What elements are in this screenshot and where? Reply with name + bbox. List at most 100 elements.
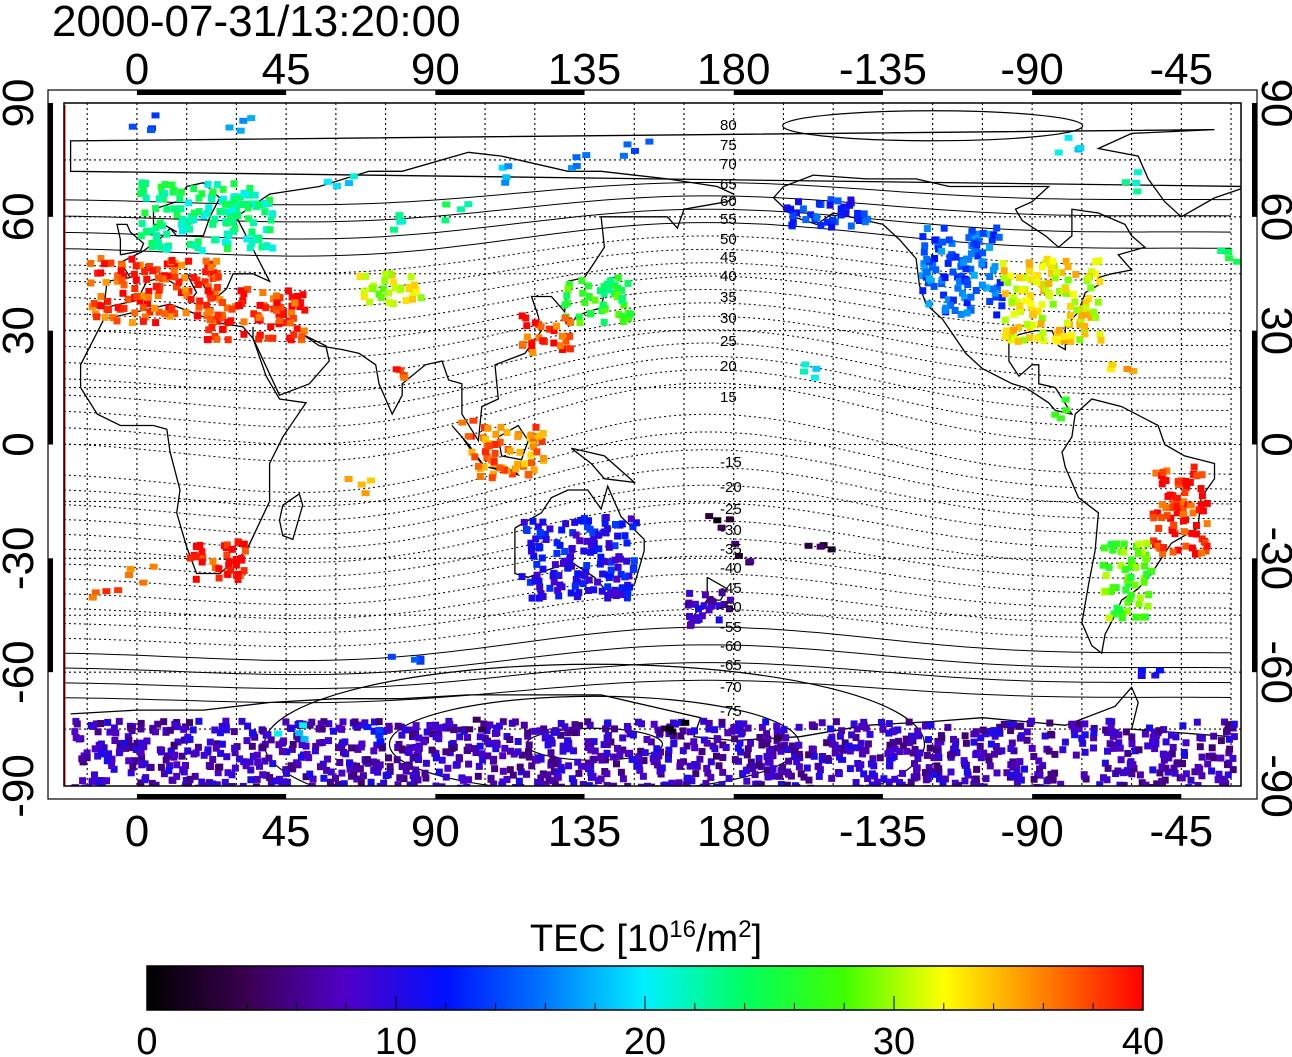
tec-cell [236,755,244,763]
tec-cell [360,288,368,296]
tec-cell [1180,748,1188,756]
tec-cell [1038,263,1046,271]
tec-cell [993,311,1001,319]
tec-cell [1113,540,1121,548]
tec-cell [846,765,854,773]
tec-cell [564,563,572,571]
tec-cell [240,330,248,338]
tec-cell [623,594,631,602]
tec-cell [1197,501,1205,508]
tec-cell [601,558,609,566]
tec-cell [1169,548,1177,556]
tec-cell [885,761,893,769]
tec-cell [247,776,255,784]
tec-cell [611,725,618,733]
tec-cell [1051,274,1059,282]
tec-cell [514,433,522,440]
tec-cell [485,442,493,450]
tec-cell [168,181,176,189]
tec-cell [500,466,508,474]
tec-cell [211,726,219,734]
tec-cell [647,738,655,746]
tec-cell [512,784,520,786]
tec-cell [809,746,817,754]
tec-cell [414,776,422,784]
tec-cell [539,518,547,526]
tec-cell [742,767,750,775]
tec-cell [513,460,521,468]
tec-cell [102,278,110,286]
tec-cell [1013,762,1021,770]
tec-cell [125,757,133,765]
tec-cell [112,729,120,737]
tec-cell [125,572,133,578]
tec-cell [375,732,384,739]
tec-cell [1000,721,1008,728]
tec-cell [587,746,595,754]
tec-cell [1090,744,1097,752]
tec-cell [799,205,807,213]
lat-label-right: 30 [1252,306,1292,355]
tec-cell [1027,299,1035,307]
lon-label-bottom: 0 [125,807,149,856]
tec-cell [147,763,155,771]
tec-cell [628,755,636,763]
tec-cell [499,718,507,726]
tec-cell [559,346,566,353]
tec-cell [950,735,957,743]
tec-cell [951,743,959,751]
dip-label: -15 [720,454,742,471]
tec-cell [213,335,221,343]
tec-cell [410,778,418,786]
tec-cell [942,304,950,312]
tec-cell [546,325,553,333]
tec-cell [1117,610,1125,618]
tec-cell [553,549,561,557]
tec-cell [813,214,821,221]
tec-cell [455,754,463,762]
tec-cell [551,561,559,569]
tec-cell [610,782,618,786]
tec-cell [168,776,176,784]
tec-cell [532,319,539,327]
tec-cell [107,259,115,267]
tec-cell [807,211,815,219]
tec-cell [1159,476,1167,484]
tec-cell [1076,145,1085,151]
tec-cell [1198,734,1206,742]
tec-cell [1127,591,1135,599]
tec-cell [990,231,998,239]
tec-cell [827,196,835,204]
tec-cell [198,548,206,556]
tec-cell [1198,471,1206,479]
tec-cell [113,277,121,285]
tec-cell [613,575,621,583]
tec-cell [137,232,145,240]
tec-cell [236,193,244,201]
tec-cell [412,286,420,294]
tec-cell [1001,333,1009,341]
tec-cell [596,560,604,568]
tec-cell [420,738,428,746]
tec-cell [544,771,552,779]
tec-cell [659,785,667,786]
tec-cell [1127,573,1135,581]
tec-cell [600,305,608,313]
tec-cell [1137,673,1146,679]
tec-cell [896,748,904,755]
tec-cell [828,223,836,231]
tec-cell [209,269,217,277]
tec-cell [1049,257,1056,265]
tec-cell [1127,556,1135,564]
tec-cell [212,744,220,752]
tec-cell [435,735,443,743]
dip-label: 25 [720,333,737,350]
tec-cell [571,518,579,526]
tec-cell [1124,749,1132,757]
tec-cell [1115,739,1123,747]
tec-cell [290,331,298,339]
tec-cell [625,314,633,322]
tec-cell [453,726,462,733]
tec-cell [132,746,140,753]
coastlines [69,128,1241,742]
